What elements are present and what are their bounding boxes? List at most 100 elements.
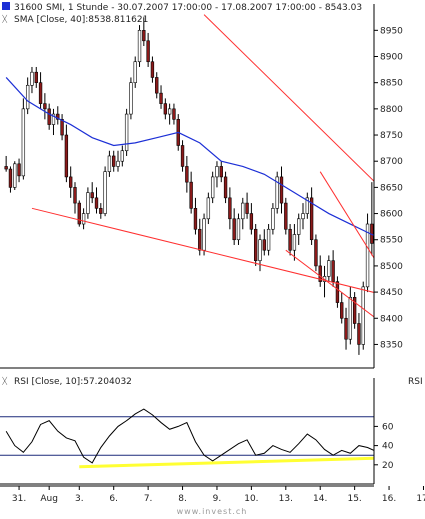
candle-up [305, 197, 309, 214]
candle-up [13, 163, 17, 188]
candle-down [4, 166, 8, 170]
candle-up [241, 202, 245, 220]
price-tick-label: 8650 [380, 183, 403, 193]
candle-up [30, 71, 34, 86]
sma-line [5, 77, 374, 236]
candle-down [60, 119, 64, 136]
price-plot [4, 14, 374, 355]
candle-up [210, 176, 215, 199]
candle-down [357, 323, 361, 345]
candle-down [279, 176, 284, 204]
trendline-2 [31, 207, 374, 293]
price-tick-label: 8450 [380, 288, 403, 298]
candle-down [331, 260, 335, 282]
candle-down [288, 228, 292, 251]
candle-up [327, 260, 331, 277]
trendline-4 [285, 249, 374, 318]
candle-up [107, 155, 112, 172]
candle-up [292, 234, 297, 251]
candle-up [258, 239, 262, 261]
candle-up [266, 228, 271, 251]
instrument-code: 31600 [14, 3, 43, 13]
candle-up [137, 30, 142, 63]
price-axis: 8350 8400 8450 8500 8550 8600 8650 8700 8750 8800… [0, 4, 403, 369]
candle-up [116, 160, 120, 167]
candle-up [21, 108, 26, 177]
time-tick-label: 9. [213, 494, 222, 504]
candle-down [112, 155, 116, 167]
time-tick-label: 3. [75, 494, 84, 504]
time-tick-label: 17. [416, 494, 425, 504]
price-header: 31600 SMI, 1 Stunde - 30.07.2007 17:00:0… [2, 2, 362, 25]
candle-up [51, 113, 56, 125]
candle-down [99, 208, 103, 214]
candle-up [202, 218, 206, 251]
trendline-3 [319, 171, 374, 259]
rsi-axis-label: RSI [408, 377, 423, 387]
candle-down [228, 197, 232, 220]
candle-down [249, 213, 254, 230]
chart-title: SMI, 1 Stunde - 30.07.2007 17:00:00 - 17… [46, 3, 362, 13]
price-tick-label: 8850 [380, 79, 403, 89]
time-tick-label: 8. [178, 494, 187, 504]
price-tick-label: 8550 [380, 236, 403, 246]
candle-down [163, 103, 168, 115]
candle-down [150, 61, 155, 78]
candle-up [25, 84, 30, 110]
candle-down [185, 166, 189, 183]
candle-up [365, 223, 370, 288]
candle-down [198, 228, 202, 251]
candle-down [43, 103, 47, 110]
candle-down [223, 176, 228, 199]
price-tick-label: 8900 [380, 53, 403, 63]
rsi-plot [0, 408, 374, 469]
price-tick-label: 8750 [380, 131, 403, 141]
time-tick-label: 16. [382, 494, 396, 504]
rsi-axis: 20 40 60 [0, 378, 394, 485]
candle-down [38, 82, 43, 104]
candle-up [215, 166, 219, 178]
price-tick-label: 8800 [380, 105, 403, 115]
candle-down [73, 187, 77, 204]
candle-up [301, 213, 305, 220]
candle-down [180, 145, 185, 167]
rsi-support-trendline [79, 456, 374, 469]
candle-up [81, 213, 86, 225]
candle-down [262, 239, 266, 251]
price-tick-label: 8500 [380, 262, 403, 272]
price-tick-label: 8600 [380, 210, 403, 220]
candle-up [275, 176, 279, 209]
candle-down [94, 197, 99, 209]
candle-up [271, 208, 275, 230]
time-tick-label: 7. [144, 494, 153, 504]
time-tick-label: 6. [109, 494, 118, 504]
candle-down [352, 297, 357, 324]
candle-down [172, 108, 176, 120]
candle-up [348, 297, 353, 340]
sma-legend-label: SMA [Close, 40]:8538.811621 [14, 15, 148, 25]
time-tick-label: 31. [12, 494, 26, 504]
candle-down [344, 317, 348, 340]
candle-down [142, 30, 146, 42]
price-tick-label: 8400 [380, 314, 403, 324]
candle-down [335, 281, 340, 303]
candle-up [129, 82, 133, 115]
candle-down [90, 192, 94, 199]
candle-down [56, 113, 60, 120]
candle-down [232, 218, 236, 241]
candle-up [236, 218, 241, 241]
candle-down [47, 108, 51, 125]
candle-down [189, 181, 193, 209]
time-tick-label: 15. [347, 494, 361, 504]
candle-down [284, 202, 288, 230]
candle-up [86, 192, 90, 214]
candle-down [309, 197, 314, 241]
time-tick-label: 14. [313, 494, 327, 504]
time-axis: 31. Aug 3. 6. 7. 8. 9. 10. 13. 14. 15. 16. 17. [0, 485, 425, 504]
candle-down [8, 168, 13, 188]
candle-down [219, 166, 223, 178]
time-tick-label: 10. [244, 494, 258, 504]
